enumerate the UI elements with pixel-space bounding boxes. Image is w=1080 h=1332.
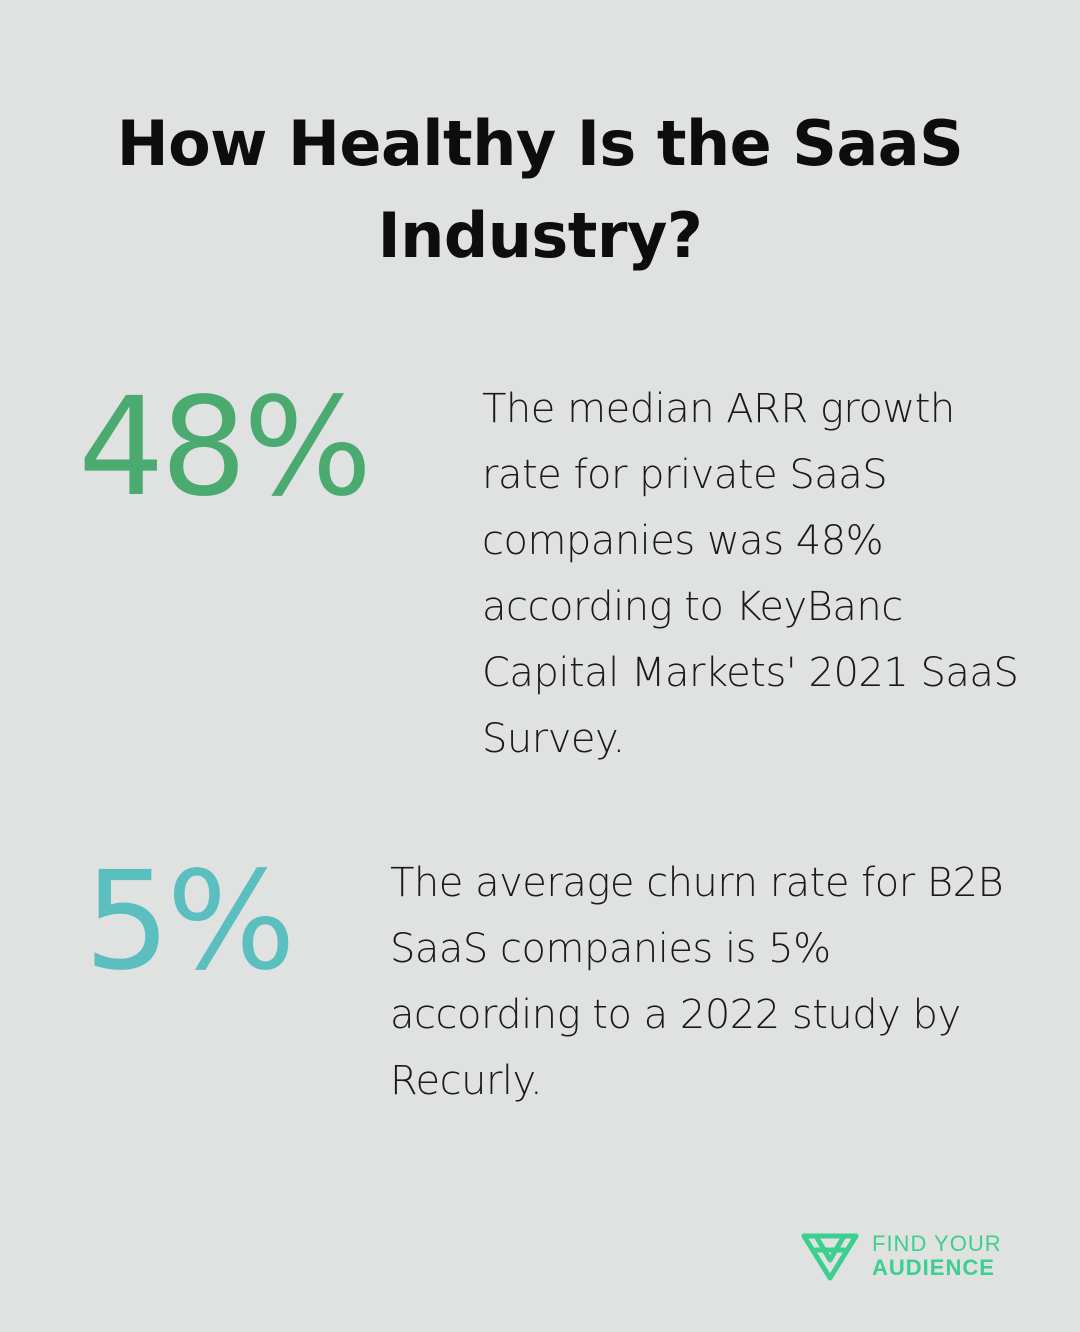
- brand-logo: FIND YOUR AUDIENCE: [800, 1230, 1002, 1282]
- stat-description: The median ARR growth rate for private S…: [482, 386, 1019, 762]
- brand-line-1: FIND YOUR: [872, 1231, 1002, 1256]
- stat-value: 5%: [84, 843, 296, 1001]
- brand-line-2: AUDIENCE: [872, 1255, 995, 1280]
- stat-value: 48%: [78, 369, 372, 527]
- stat-description: The average churn rate for B2B SaaS comp…: [390, 860, 1004, 1104]
- find-your-audience-logo-icon: [801, 1233, 859, 1281]
- brand-name: FIND YOUR AUDIENCE: [872, 1232, 1002, 1280]
- page-title: How Healthy Is the SaaS Industry?: [116, 107, 964, 272]
